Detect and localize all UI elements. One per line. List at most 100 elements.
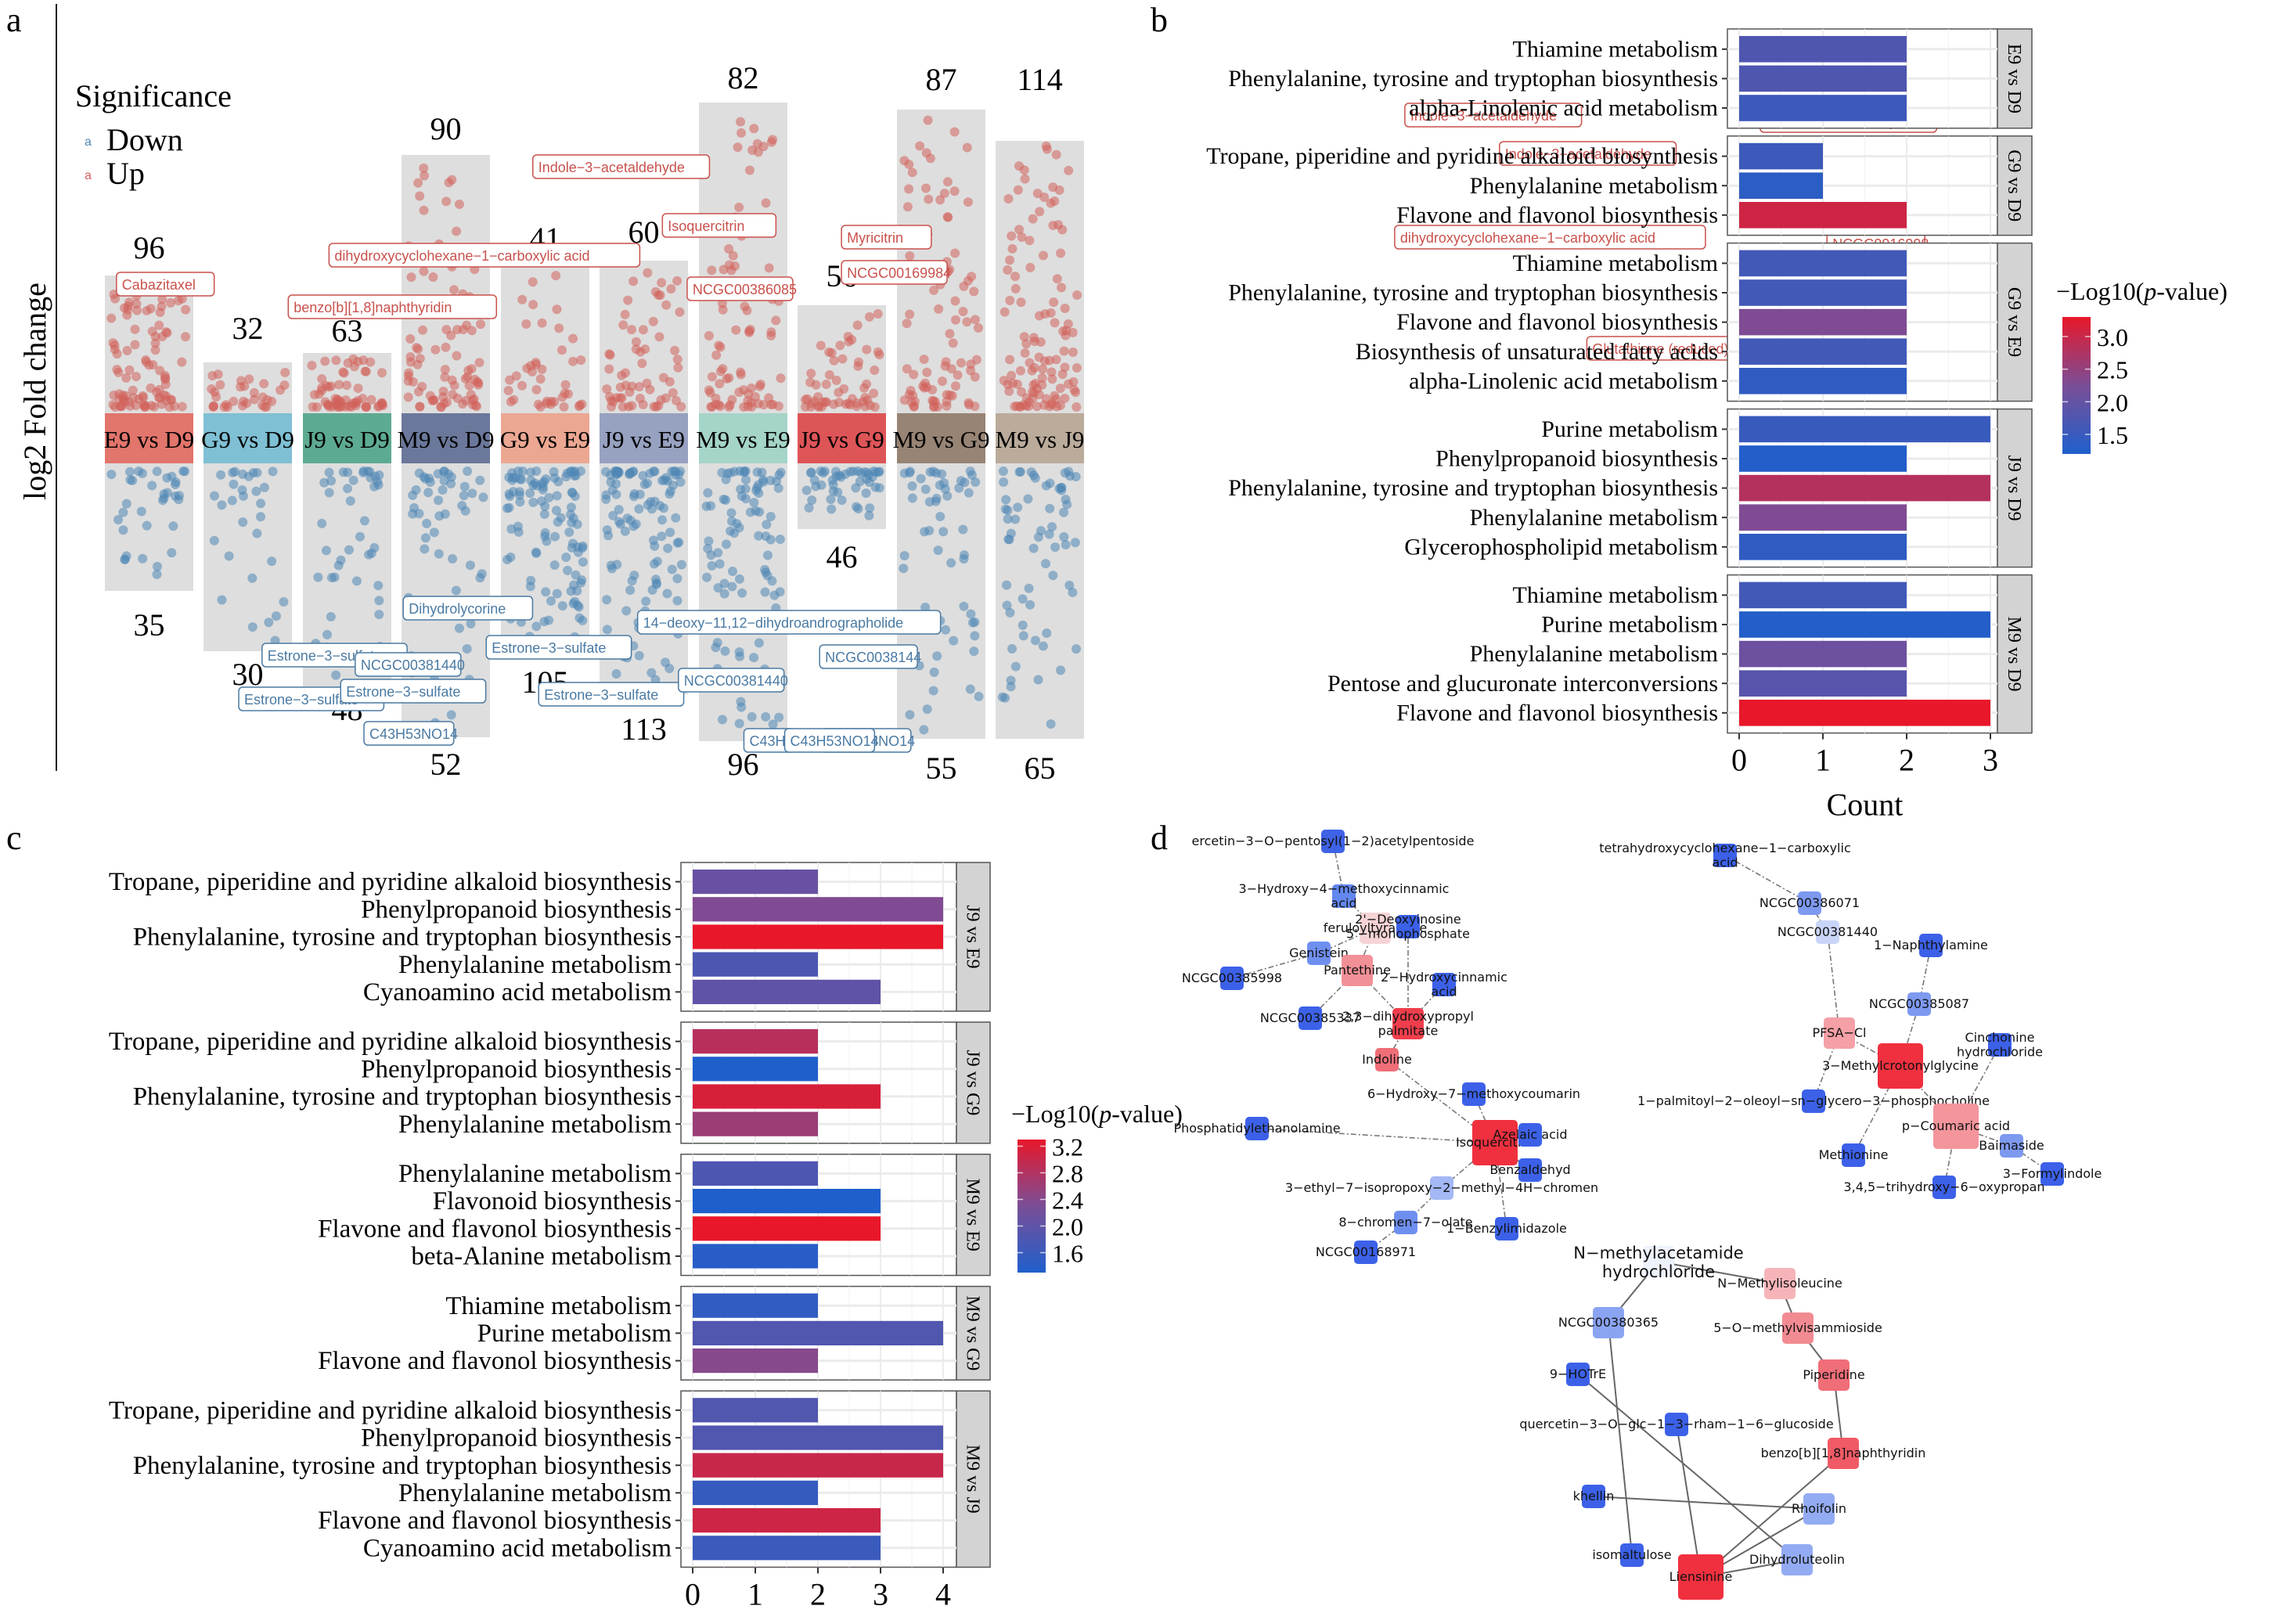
down-point [578,557,588,567]
category-label: Phenylalanine metabolism [398,1111,672,1139]
up-point [458,399,468,409]
bar [1739,534,1907,560]
up-point [419,266,429,276]
up-point [638,325,648,335]
up-point [929,285,939,295]
bar [1739,279,1907,306]
up-point [942,401,952,411]
network-node: Isoquercitrin [1456,1120,1534,1165]
up-point [474,358,484,368]
down-point [965,684,975,694]
down-point [1002,600,1012,610]
up-point [361,401,371,412]
node-square [1430,1176,1453,1200]
up-point [551,271,561,281]
up-point [1025,358,1035,368]
up-point [715,401,726,412]
edge-solid [1608,1322,1633,1556]
up-point [374,401,384,411]
up-point [1072,290,1082,301]
panel-label-d: d [1151,819,1168,857]
up-point [460,373,470,383]
up-point [905,250,915,261]
down-point [365,466,375,477]
bar [693,1508,881,1533]
down-point [851,483,861,493]
up-point [1017,387,1027,397]
down-point [326,611,336,621]
up-point [604,364,614,374]
network-node: Methionine [1819,1143,1888,1167]
down-point [546,596,556,606]
down-point [899,564,909,574]
up-point [728,250,738,261]
bar [693,1161,818,1186]
down-point [513,527,524,537]
up-point [511,371,521,381]
up-annotation: Myricitrin [841,225,932,250]
up-point [655,290,665,301]
up-point [734,202,744,212]
category-label: Glycerophospholipid metabolism [1404,534,1718,560]
up-point [731,325,741,335]
node-square [1643,1246,1674,1277]
up-annotation: Indole−3−acetaldehyde [1499,141,1677,166]
node-label: Azelaic acid [1493,1127,1568,1142]
down-point [1041,481,1051,491]
down-point [964,488,974,498]
annotation-text: benzo[b][1,8]naphthyridin [294,300,452,315]
up-point [259,379,269,389]
up-point [615,382,625,392]
up-point [951,381,961,391]
annotation-text: Indole−3−acetaldehyde [1505,146,1651,162]
up-count-label: 90 [430,111,462,146]
node-label: 3−Formylindole [2003,1166,2102,1181]
down-point [238,517,248,528]
up-point [864,311,874,322]
down-point [542,536,552,546]
up-point [556,345,567,355]
down-point [920,484,931,495]
category-label: Purine metabolism [477,1320,672,1348]
up-point [923,115,933,125]
up-point [755,380,765,390]
down-point [919,725,929,735]
down-point [451,585,461,596]
down-point [539,617,549,627]
node-square [1342,955,1373,986]
down-point [568,580,578,590]
network-node: 3,4,5−trihydroxy−6−oxypropan [1843,1176,2045,1199]
up-point [124,365,135,375]
category-label: Phenylalanine metabolism [398,951,672,979]
up-point [1038,250,1048,261]
up-point [131,372,141,382]
up-annotation: dihydroxycyclohexane−1−carboxylic acid [328,243,641,268]
facet-strip [956,1154,991,1277]
category-label: Phenylpropanoid biosynthesis [1435,446,1718,472]
up-point [673,362,683,373]
up-point [568,333,578,344]
node-label: khellin [1573,1489,1615,1503]
up-point [1041,141,1051,151]
up-point [131,299,142,309]
up-point [438,392,448,402]
annotation-box [783,728,876,753]
down-point [217,595,227,605]
panel-label-b: b [1151,1,1168,39]
up-point [177,357,187,367]
down-point [345,496,355,506]
facet-j9-vs-e9: J9 vs E9 Tropane, piperidine and pyridine… [109,862,991,1012]
down-count-label: 65 [1025,751,1056,786]
down-point [671,513,681,523]
down-point [941,625,951,635]
up-point [719,265,729,275]
category-label: Cyanoamino acid metabolism [363,1534,672,1562]
annotation-text: Indole−3−acetaldehyde [538,160,685,175]
down-annotation: Estrone−3−sulfate [538,682,685,707]
bar [1739,95,1907,121]
down-point [672,596,683,606]
down-point [717,715,727,725]
down-point [322,629,333,639]
down-point [852,502,862,512]
